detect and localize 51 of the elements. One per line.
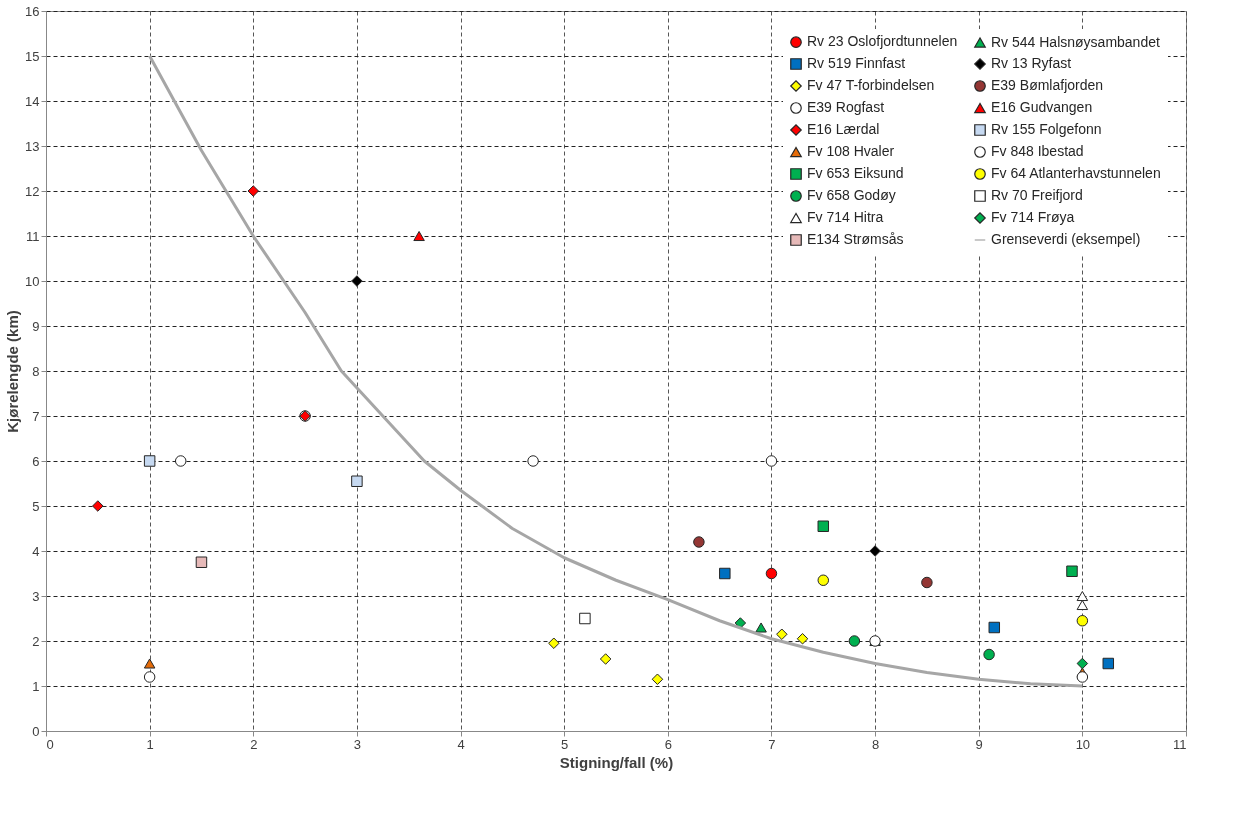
legend-label: Fv 64 Atlanterhavstunnelen	[991, 165, 1161, 181]
legend-label: Grenseverdi (eksempel)	[991, 231, 1141, 247]
legend-label: E134 Strømsås	[807, 231, 904, 247]
legend-label: E39 Rogfast	[807, 99, 885, 115]
legend-label: Rv 544 Halsnøysambandet	[991, 33, 1160, 50]
y-tick-label: 12	[25, 183, 40, 199]
y-tick-label: 5	[32, 498, 40, 514]
y-tick-label: 16	[25, 3, 40, 19]
legend-label: E16 Lærdal	[807, 121, 880, 137]
legend-label: Rv 155 Folgefonn	[991, 121, 1102, 137]
legend-label: Rv 13 Ryfast	[991, 55, 1072, 71]
legend-label: E16 Gudvangen	[991, 99, 1093, 115]
y-tick-label: 1	[32, 678, 40, 694]
legend-label: Fv 714 Frøya	[991, 209, 1075, 225]
legend-label: Fv 658 Godøy	[807, 187, 896, 203]
x-tick-label: 7	[768, 736, 776, 752]
legend-label: Rv 70 Freifjord	[991, 187, 1083, 203]
y-tick-label: 8	[32, 363, 40, 379]
legend-label: Fv 714 Hitra	[807, 209, 884, 225]
y-tick-label: 15	[25, 48, 40, 64]
legend-label: Rv 23 Oslofjordtunnelen	[807, 33, 958, 50]
legend-label: Fv 848 Ibestad	[991, 143, 1084, 159]
y-axis-title: Kjørelengde (km)	[4, 310, 22, 433]
x-tick-label: 4	[457, 736, 465, 752]
y-tick-label: 14	[25, 93, 40, 109]
legend-label: Rv 519 Finnfast	[807, 55, 906, 71]
y-tick-label: 3	[32, 588, 40, 604]
y-tick-label: 7	[32, 408, 40, 424]
legend-label: E39 Bømlafjorden	[991, 77, 1104, 93]
y-tick-label: 2	[32, 633, 40, 649]
x-tick-label: 9	[975, 736, 983, 752]
y-tick-label: 0	[32, 723, 40, 739]
y-tick-label: 10	[25, 273, 40, 289]
x-tick-label: 5	[561, 736, 569, 752]
legend-label: Fv 653 Eiksund	[807, 165, 904, 181]
x-tick-label: 2	[250, 736, 258, 752]
y-tick-label: 4	[32, 543, 40, 559]
x-tick-label: 10	[1075, 736, 1091, 752]
x-tick-label: 6	[664, 736, 672, 752]
x-tick-label: 8	[871, 736, 880, 752]
x-axis-title: Stigning/fall (%)	[559, 753, 674, 771]
x-tick-label: 11	[1173, 736, 1187, 752]
legend-label: Fv 47 T-forbindelsen	[807, 77, 935, 93]
y-tick-label: 13	[25, 138, 40, 154]
y-tick-label: 11	[26, 228, 40, 244]
x-tick-label: 0	[46, 736, 54, 752]
x-tick-label: 1	[146, 736, 154, 752]
y-tick-label: 9	[32, 318, 40, 334]
y-tick-label: 6	[32, 453, 40, 469]
x-tick-label: 3	[353, 736, 362, 752]
legend-label: Fv 108 Hvaler	[807, 143, 895, 159]
